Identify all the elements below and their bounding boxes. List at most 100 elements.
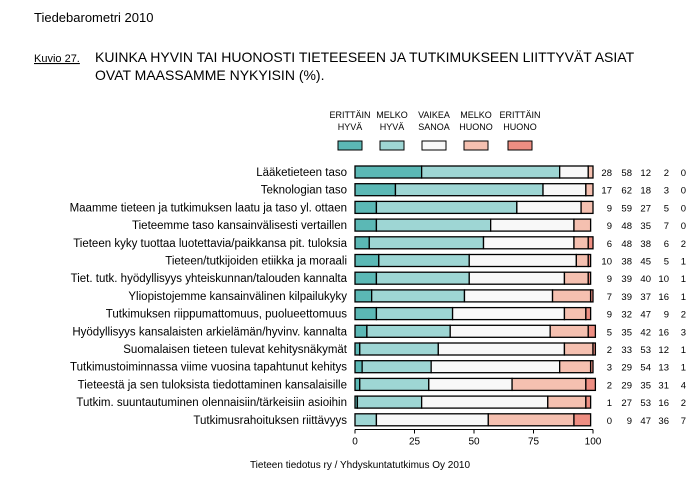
bar-segment [542, 183, 587, 197]
bar-segment [375, 271, 470, 285]
tick-label: 0 [352, 437, 358, 448]
bar-segment [375, 413, 489, 427]
bar-segment [356, 395, 423, 409]
data-label: 37 [640, 292, 651, 303]
bar-segment [589, 289, 594, 303]
data-label: 9 [607, 203, 612, 214]
bar-segment [354, 377, 361, 392]
data-label: 3 [607, 363, 612, 374]
bar-segment [437, 342, 566, 356]
legend-label: HYVÄ [338, 122, 363, 132]
legend-swatch [507, 140, 533, 151]
data-label: 31 [658, 380, 669, 391]
data-label: 48 [621, 221, 632, 232]
data-label: 62 [621, 186, 632, 197]
data-label: 40 [640, 274, 651, 285]
data-label: 1 [607, 398, 612, 409]
data-label: 1 [681, 257, 686, 268]
bar-segment [587, 165, 594, 179]
data-label: 3 [681, 327, 686, 338]
data-label: 28 [601, 168, 612, 179]
data-label: 35 [640, 221, 651, 232]
bar-segment [449, 324, 551, 338]
data-label: 1 [681, 345, 686, 356]
bar-segment [559, 360, 592, 374]
footer-source: Tieteen tiedotus ry / Yhdyskuntatutkimus… [250, 460, 471, 471]
data-label: 2 [681, 398, 686, 409]
bar-segment [354, 342, 361, 356]
data-label: 53 [640, 398, 651, 409]
data-label: 36 [658, 416, 669, 427]
data-label: 10 [601, 257, 612, 268]
data-label: 5 [607, 327, 612, 338]
tick-label: 50 [468, 437, 480, 448]
legend-label: VAIKEA [418, 110, 450, 120]
data-label: 2 [681, 310, 686, 321]
data-label: 35 [640, 380, 651, 391]
bar-segment [366, 324, 451, 338]
bar-segment [451, 306, 566, 321]
data-label: 9 [607, 221, 612, 232]
bar-segment [354, 200, 378, 215]
tick-label: 75 [528, 437, 540, 448]
bar-segment [589, 360, 594, 374]
legend-label: SANOA [418, 122, 450, 132]
bar-segment [563, 342, 594, 356]
tick-label: 25 [409, 437, 421, 448]
data-label: 54 [640, 363, 651, 374]
bar-segment [585, 395, 592, 409]
data-label: 12 [658, 345, 669, 356]
category-label: Yliopistojemme kansainvälinen kilpailuky… [128, 291, 347, 303]
data-label: 1 [681, 363, 686, 374]
data-label: 9 [607, 274, 612, 285]
data-label: 7 [681, 416, 686, 427]
bar-segment [573, 236, 589, 250]
data-label: 38 [621, 257, 632, 268]
bar-segment [354, 218, 378, 232]
data-label: 42 [640, 327, 651, 338]
bar-segment [549, 324, 589, 338]
data-label: 16 [658, 292, 669, 303]
data-label: 39 [621, 292, 632, 303]
legend-label: MELKO [460, 110, 492, 120]
bar-segment [354, 324, 368, 338]
bar-segment [559, 165, 589, 179]
bar-segment [354, 306, 378, 321]
bar-segment [587, 236, 594, 250]
data-label: 33 [621, 345, 632, 356]
data-label: 3 [664, 186, 669, 197]
bar-segment [394, 183, 544, 197]
legend-swatch [463, 140, 489, 151]
data-label: 18 [640, 186, 651, 197]
bar-segment [430, 360, 561, 374]
bar-segment [587, 271, 592, 285]
bar-segment [354, 253, 380, 268]
bar-segment [573, 413, 592, 427]
data-label: 47 [640, 416, 651, 427]
bar-segment [580, 200, 594, 215]
data-label: 6 [607, 239, 612, 250]
x-axis: 0 25 50 75 100 [352, 429, 602, 448]
bar-segment [354, 236, 370, 250]
legend-swatch [337, 140, 363, 151]
category-label: Maamme tieteen ja tutkimuksen laatu ja t… [70, 202, 347, 214]
tick-label: 100 [585, 437, 602, 448]
bar-segment [428, 377, 513, 392]
data-label: 32 [621, 310, 632, 321]
bar-segment [587, 253, 592, 268]
bar-segment [468, 253, 577, 268]
data-label: 27 [621, 398, 632, 409]
legend-label: ERITTÄIN [329, 110, 370, 120]
chart-heading-line1: KUINKA HYVIN TAI HUONOSTI TIETEESEEN JA … [95, 49, 635, 65]
bar-segment [468, 271, 566, 285]
data-label: 16 [658, 398, 669, 409]
data-label: 47 [640, 310, 651, 321]
chart-heading-line2: OVAT MAASSAMME NYKYISIN (%). [95, 67, 324, 83]
bar-segment [420, 165, 561, 179]
category-label: Tutkimusrahoituksen riittävyys [193, 415, 347, 427]
bar-segment [585, 377, 597, 392]
data-label: 27 [640, 203, 651, 214]
bar-segment [378, 253, 470, 268]
